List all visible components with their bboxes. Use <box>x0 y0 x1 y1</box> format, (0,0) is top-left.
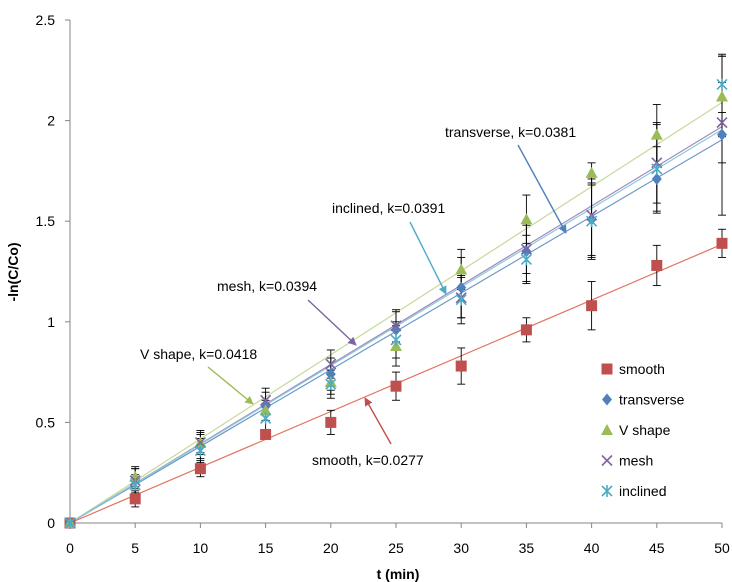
marker-smooth <box>651 259 663 271</box>
plot-area <box>69 20 722 524</box>
marker-inclined <box>716 78 728 91</box>
legend-item-smooth: smooth <box>601 361 665 377</box>
marker-mesh <box>390 320 402 332</box>
legend-marker-mesh <box>601 454 613 467</box>
marker-smooth <box>325 416 337 428</box>
annotation-label: inclined, k=0.0391 <box>332 200 445 216</box>
y-tick-label: 2 <box>47 113 55 129</box>
marker-v-shape <box>650 128 663 140</box>
marker-mesh <box>260 394 272 406</box>
marker-transverse <box>651 172 662 185</box>
marker-transverse <box>456 281 467 294</box>
marker-mesh <box>520 243 532 255</box>
annotation-label: smooth, k=0.0277 <box>312 452 424 468</box>
legend-marker-transverse <box>602 393 612 406</box>
x-tick-label: 25 <box>388 540 404 556</box>
marker-inclined <box>586 215 598 228</box>
x-tick-label: 20 <box>323 540 339 556</box>
legend-label: transverse <box>619 392 685 408</box>
marker-mesh <box>325 358 337 370</box>
y-tick-label: 0.5 <box>36 414 56 430</box>
legend-marker-inclined <box>601 485 613 497</box>
annotation-arrow <box>207 366 254 405</box>
annotation-arrow <box>307 299 357 346</box>
x-axis-title: t (min) <box>377 566 420 582</box>
marker-v-shape <box>716 90 728 102</box>
x-tick-label: 50 <box>714 540 730 556</box>
marker-smooth <box>455 360 467 372</box>
marker-inclined <box>390 333 402 346</box>
marker-transverse <box>391 323 401 336</box>
marker-smooth <box>716 237 728 249</box>
y-axis: 0 0.5 1 1.5 2 2.5 <box>36 12 70 531</box>
marker-inclined <box>325 378 337 391</box>
legend-label: inclined <box>619 483 666 499</box>
x-tick-label: 35 <box>519 540 535 556</box>
annotation-arrow <box>364 397 392 445</box>
annotation-arrow <box>409 221 447 295</box>
x-tick-label: 10 <box>193 540 209 556</box>
annotation-arrow <box>517 144 567 234</box>
legend-item-inclined: inclined <box>601 483 666 499</box>
marker-smooth <box>129 493 141 505</box>
x-tick-label: 45 <box>649 540 665 556</box>
marker-v-shape <box>585 166 598 178</box>
data-markers <box>64 78 728 529</box>
legend: smooth transverse V shape mesh inclined <box>601 361 685 499</box>
x-tick-label: 0 <box>66 540 74 556</box>
marker-smooth <box>390 380 402 392</box>
marker-smooth <box>194 463 206 475</box>
y-axis-title: -ln(C/Co) <box>5 242 21 301</box>
x-tick-label: 40 <box>584 540 600 556</box>
annotation-label: V shape, k=0.0418 <box>140 346 257 362</box>
marker-inclined <box>651 162 663 175</box>
marker-mesh <box>716 117 728 129</box>
y-tick-label: 1 <box>47 314 55 330</box>
x-tick-label: 5 <box>131 540 139 556</box>
marker-inclined <box>194 444 206 457</box>
x-axis: 0 5 10 15 20 25 30 35 40 45 50 <box>66 523 730 556</box>
marker-inclined <box>260 412 272 425</box>
y-tick-label: 2.5 <box>36 12 56 28</box>
marker-v-shape <box>455 263 468 275</box>
marker-mesh <box>194 436 206 449</box>
annotations: transverse, k=0.0381 inclined, k=0.0391 me… <box>140 124 576 468</box>
marker-smooth <box>586 300 598 312</box>
legend-marker-v-shape <box>601 424 613 435</box>
legend-marker-smooth <box>601 363 613 375</box>
legend-item-transverse: transverse <box>602 392 685 408</box>
annotation-label: transverse, k=0.0381 <box>445 124 576 140</box>
marker-inclined <box>64 517 76 529</box>
x-tick-label: 30 <box>453 540 469 556</box>
marker-transverse <box>325 368 336 381</box>
annotation-label: mesh, k=0.0394 <box>217 278 317 294</box>
marker-inclined <box>129 478 141 491</box>
marker-smooth <box>520 324 532 336</box>
legend-label: V shape <box>619 422 671 438</box>
legend-label: smooth <box>619 361 665 377</box>
marker-inclined <box>520 253 532 266</box>
marker-v-shape <box>259 404 272 416</box>
x-tick-label: 15 <box>258 540 274 556</box>
legend-label: mesh <box>619 453 653 469</box>
marker-v-shape <box>520 213 533 225</box>
marker-transverse <box>521 245 532 258</box>
legend-item-v-shape: V shape <box>601 422 671 438</box>
y-tick-label: 1.5 <box>36 213 56 229</box>
marker-transverse <box>717 128 727 141</box>
marker-inclined <box>455 293 467 306</box>
y-tick-label: 0 <box>47 515 55 531</box>
marker-smooth <box>260 428 272 440</box>
marker-v-shape <box>129 470 142 482</box>
legend-item-mesh: mesh <box>601 453 653 469</box>
